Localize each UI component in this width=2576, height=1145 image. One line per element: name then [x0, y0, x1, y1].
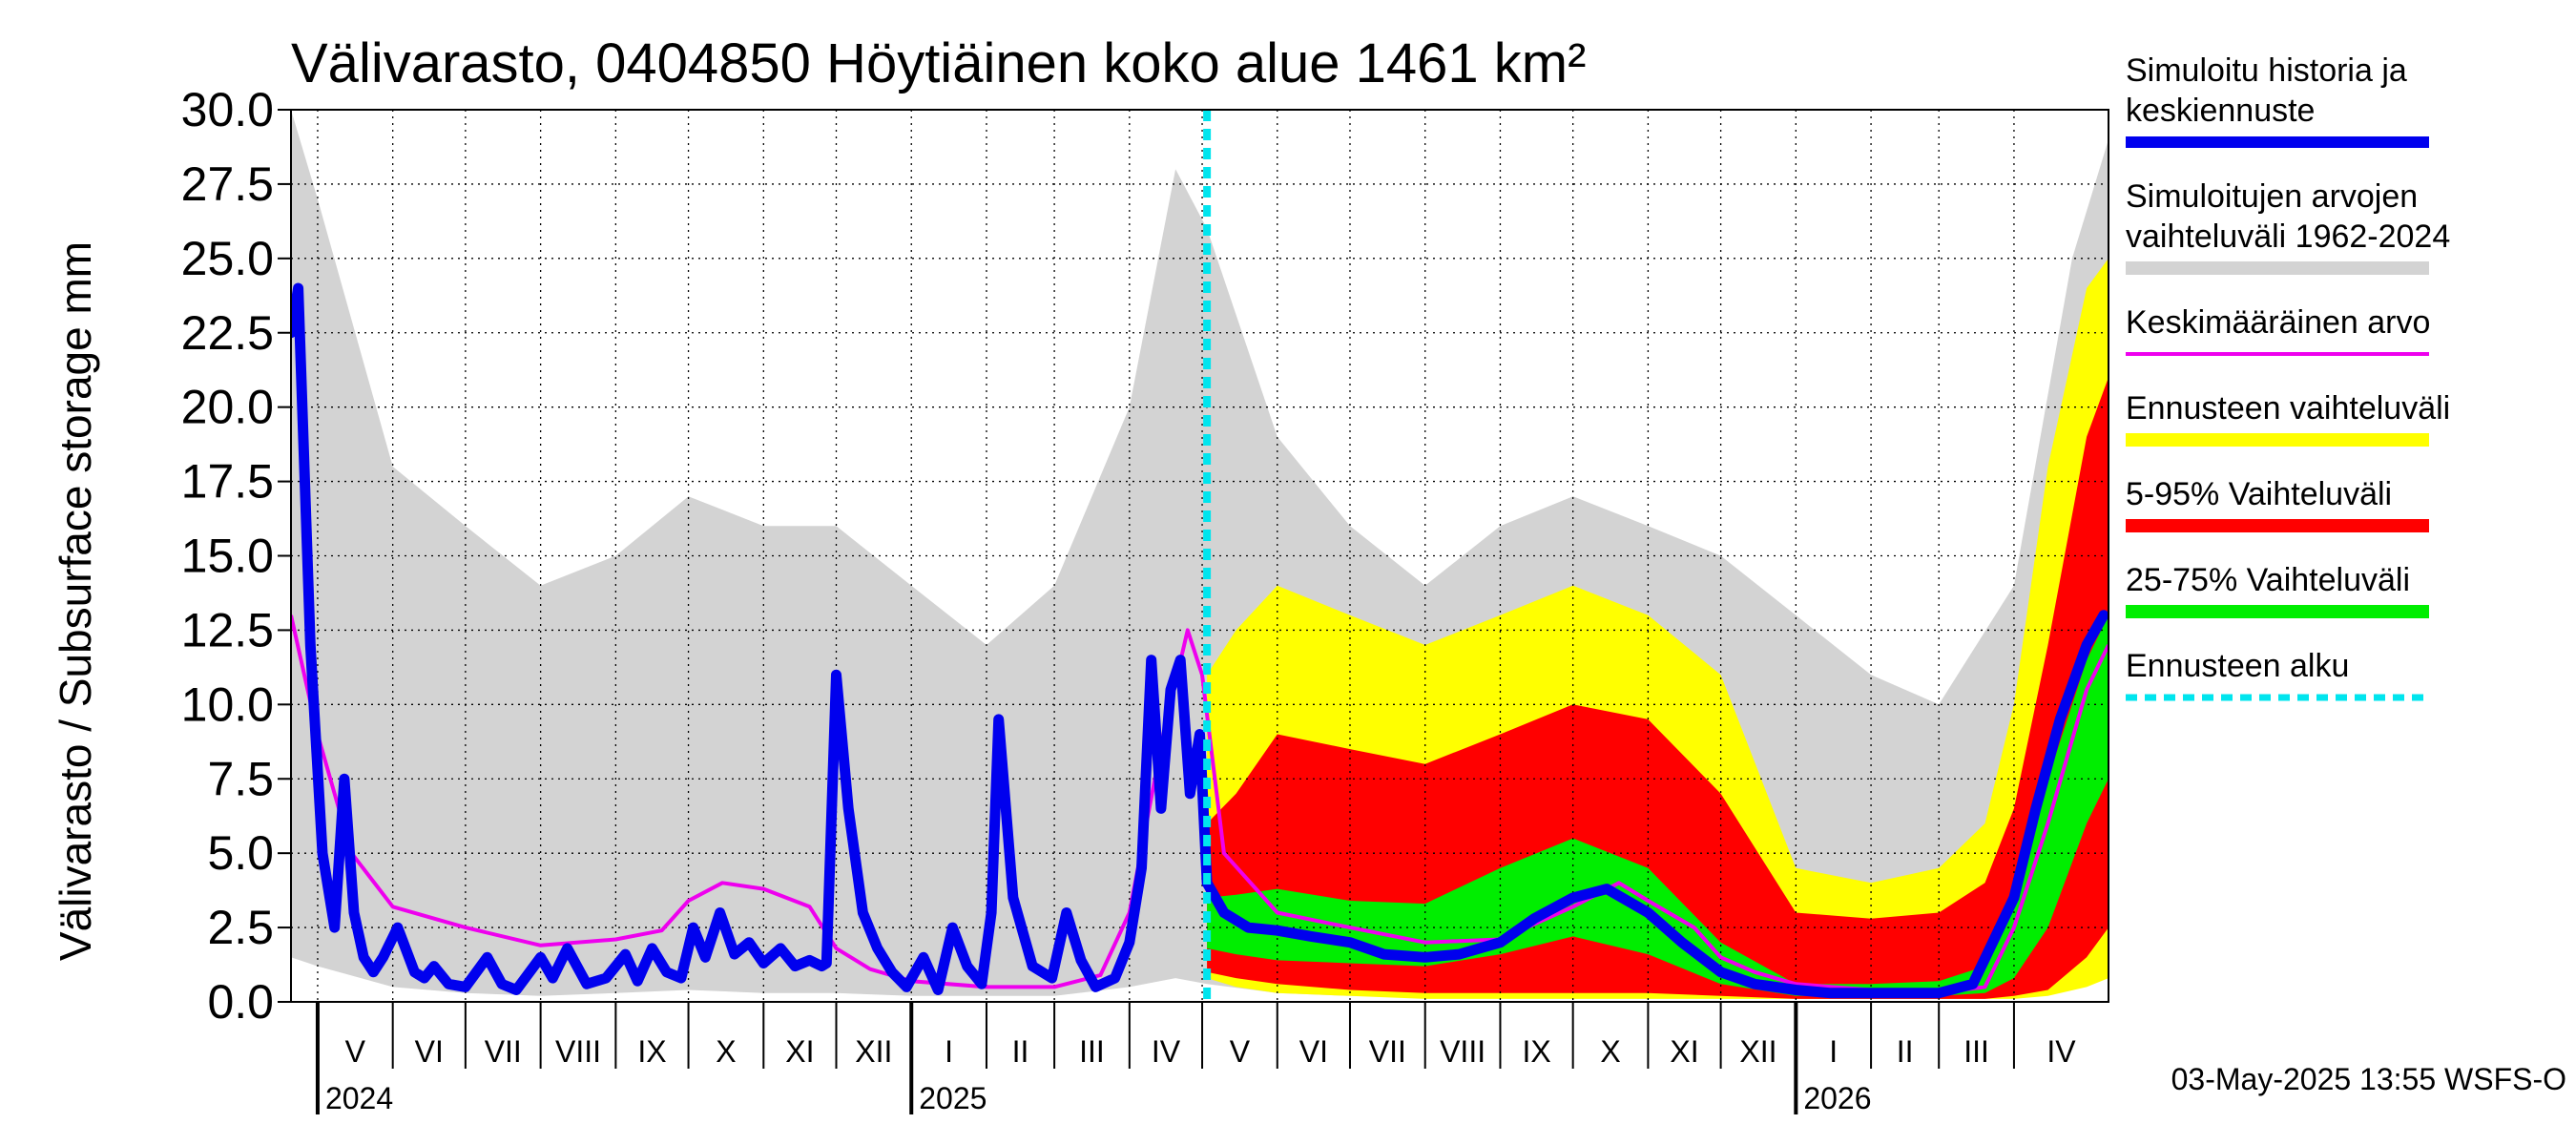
x-month-label: VI: [415, 1034, 444, 1069]
legend-label: Ennusteen vaihteluväli: [2126, 390, 2450, 427]
y-tick-label: 20.0: [181, 381, 274, 434]
forecast-5-95-band: [1207, 377, 2109, 999]
y-tick-label: 10.0: [181, 677, 274, 731]
timestamp-label: 03-May-2025 13:55 WSFS-O: [2171, 1062, 2566, 1096]
x-month-label: VI: [1299, 1034, 1328, 1069]
x-month-label: V: [1230, 1034, 1251, 1069]
y-tick-label: 12.5: [181, 603, 274, 656]
y-axis-label: Välivarasto / Subsurface storage mm: [51, 241, 100, 961]
y-tick-label: 27.5: [181, 157, 274, 211]
x-month-label: XII: [1739, 1034, 1776, 1069]
y-tick-label: 5.0: [207, 826, 274, 880]
y-tick-label: 7.5: [207, 752, 274, 805]
legend-label: 25-75% Vaihteluväli: [2126, 562, 2410, 598]
x-month-label: XI: [785, 1034, 814, 1069]
x-month-label: VIII: [555, 1034, 601, 1069]
y-tick-label: 0.0: [207, 975, 274, 1029]
legend-label: Ennusteen alku: [2126, 648, 2349, 684]
x-month-label: IV: [1152, 1034, 1181, 1069]
plot-area: 0.0 2.5 5.0 7.5 10.0 12.5 15.0 17.5 20.0 22.5 25.0…: [181, 83, 2109, 1115]
x-month-label: VII: [1369, 1034, 1406, 1069]
x-year-label: 2024: [325, 1081, 393, 1115]
x-month-label: VIII: [1440, 1034, 1485, 1069]
x-month-label: II: [1012, 1034, 1029, 1069]
y-tick-label: 25.0: [181, 232, 274, 285]
x-month-label: II: [1897, 1034, 1914, 1069]
legend: Simuloitu historia ja keskiennuste Simuloi…: [2126, 52, 2450, 701]
forecast-25-75-band: [1207, 614, 2109, 996]
x-month-label: V: [345, 1034, 366, 1069]
simulated-line: [291, 282, 2109, 999]
x-month-label: IV: [2046, 1034, 2076, 1069]
x-month-label: XII: [855, 1034, 892, 1069]
x-month-label: I: [1829, 1034, 1838, 1069]
x-month-label: VII: [485, 1034, 522, 1069]
x-month-label: III: [1079, 1034, 1105, 1069]
x-month-label: XI: [1670, 1034, 1698, 1069]
y-tick-label: 2.5: [207, 901, 274, 954]
x-month-label: I: [945, 1034, 953, 1069]
y-tick-label: 15.0: [181, 530, 274, 583]
mean-line: [291, 614, 2109, 995]
y-tick-label: 22.5: [181, 306, 274, 360]
history-range-band: [291, 110, 2109, 999]
legend-label: keskiennuste: [2126, 93, 2315, 129]
x-month-label: X: [716, 1034, 736, 1069]
y-tick-label: 30.0: [181, 83, 274, 136]
x-month-label: IX: [1522, 1034, 1550, 1069]
y-tick-label: 17.5: [181, 455, 274, 509]
chart-title: Välivarasto, 0404850 Höytiäinen koko alu…: [291, 32, 1586, 94]
x-month-label: IX: [637, 1034, 666, 1069]
legend-label: Simuloitujen arvojen: [2126, 178, 2418, 215]
legend-label: Keskimääräinen arvo: [2126, 304, 2430, 341]
x-year-label: 2025: [919, 1081, 987, 1115]
legend-label: 5-95% Vaihteluväli: [2126, 476, 2392, 512]
legend-label: Simuloitu historia ja: [2126, 52, 2407, 89]
legend-label: vaihteluväli 1962-2024: [2126, 219, 2450, 255]
x-month-label: X: [1600, 1034, 1620, 1069]
x-year-label: 2026: [1803, 1081, 1871, 1115]
series-layer: [291, 110, 2109, 1002]
x-month-label: III: [1963, 1034, 1989, 1069]
